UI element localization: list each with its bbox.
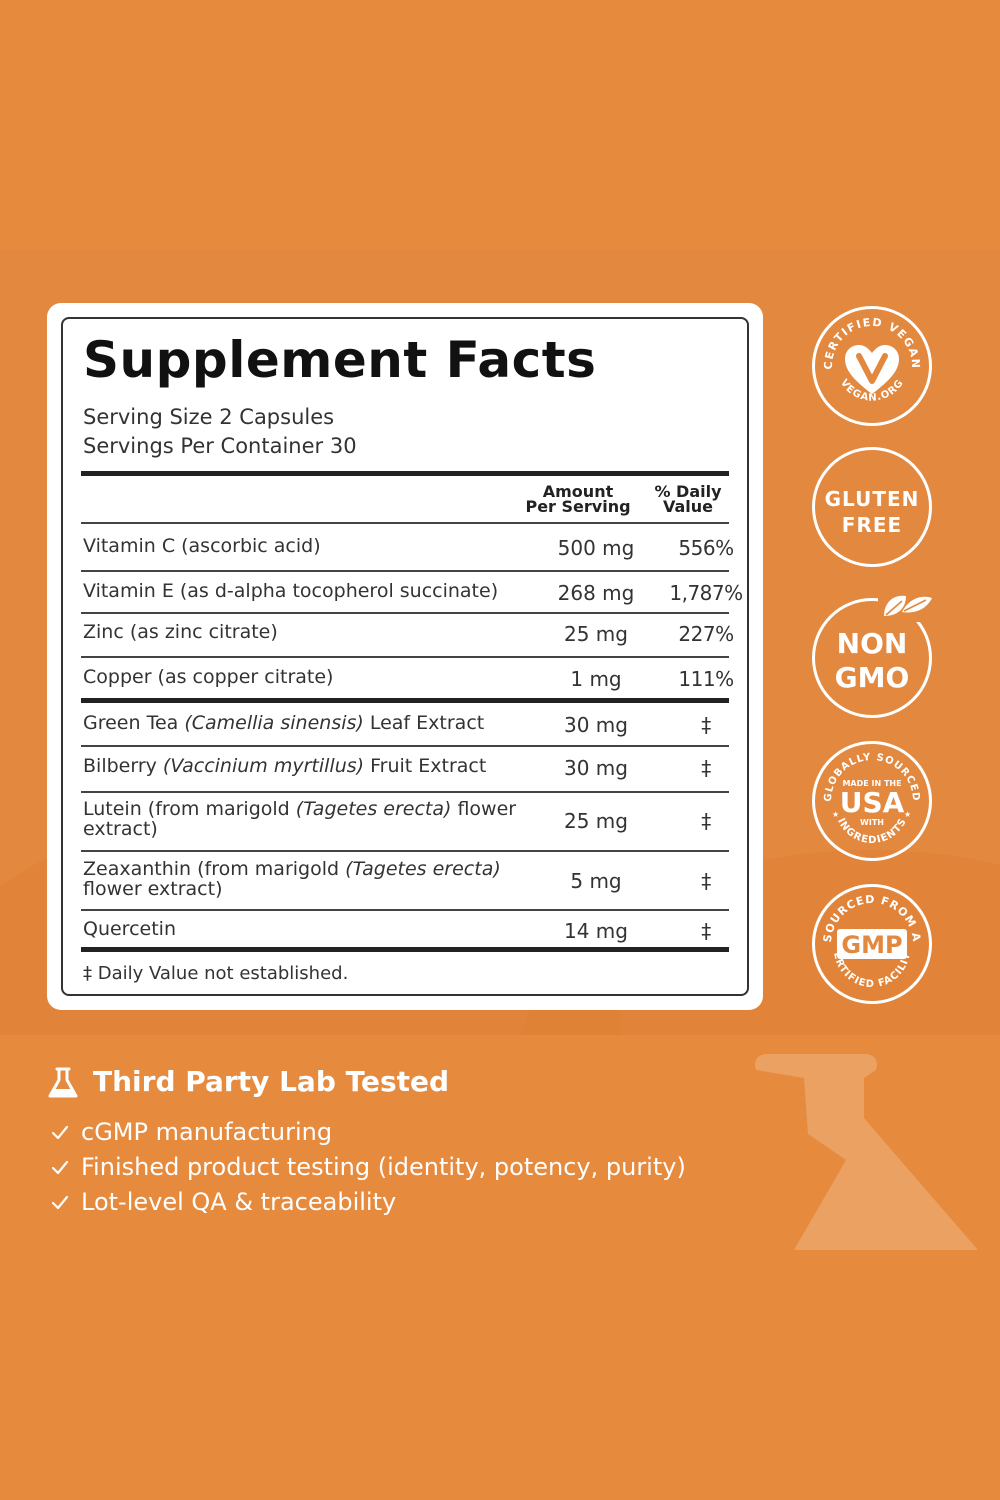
heart-v-icon xyxy=(845,345,899,394)
row-name: Vitamin C (ascorbic acid) xyxy=(83,535,321,557)
divider-thick xyxy=(81,471,729,476)
divider xyxy=(81,850,729,852)
gmp-big: GMP xyxy=(841,931,902,959)
star-icon: ★ xyxy=(832,810,839,819)
row-amount: 268 mg xyxy=(557,581,635,605)
footnote: ‡ Daily Value not established. xyxy=(83,963,349,984)
header-amount-line1: Amount xyxy=(542,482,614,501)
leaf-icon xyxy=(878,588,934,622)
gmo-line: GMO xyxy=(834,661,910,694)
row-name: Zinc (as zinc citrate) xyxy=(83,621,278,643)
row-name: Lutein (from marigold (Tagetes erecta) f… xyxy=(83,798,517,840)
non-gmo-badge: NON GMO xyxy=(812,598,932,718)
free-line: FREE xyxy=(841,513,903,537)
usa-big: USA xyxy=(840,786,905,819)
divider xyxy=(81,909,729,911)
divider-thick xyxy=(81,947,729,952)
row-dv: 111% xyxy=(678,667,734,691)
vegan-ring-svg: CERTIFIED VEGAN VEGAN.ORG xyxy=(822,316,921,404)
facts-title: Supplement Facts xyxy=(83,331,597,389)
row-amount: 5 mg xyxy=(570,869,622,893)
usa-small-top: MADE IN THE xyxy=(842,779,901,788)
row-amount: 30 mg xyxy=(564,756,628,780)
star-icon: ★ xyxy=(904,810,911,819)
check-icon xyxy=(51,1160,69,1175)
row-name: Green Tea (Camellia sinensis) Leaf Extra… xyxy=(83,712,485,734)
row-name: Quercetin xyxy=(83,918,176,940)
gmp-banner xyxy=(837,929,907,959)
row-dv: ‡ xyxy=(701,809,711,833)
divider xyxy=(81,656,729,658)
non-line: NON xyxy=(836,627,908,660)
row-amount: 1 mg xyxy=(570,667,622,691)
supplement-facts-panel: Supplement Facts Serving Size 2 Capsules… xyxy=(47,303,763,1010)
divider xyxy=(81,570,729,572)
row-amount: 30 mg xyxy=(564,713,628,737)
servings-per-container: Servings Per Container 30 xyxy=(83,434,357,458)
background-bottom xyxy=(0,1250,1000,1500)
divider xyxy=(81,612,729,614)
divider-thick xyxy=(81,698,729,703)
divider xyxy=(81,745,729,747)
gluten-line: GLUTEN xyxy=(824,487,920,511)
background-top xyxy=(0,0,1000,250)
row-amount: 14 mg xyxy=(564,919,628,943)
bullet-text: Finished product testing (identity, pote… xyxy=(81,1153,686,1181)
row-dv: 1,787% xyxy=(669,581,743,605)
lab-tested-title: Third Party Lab Tested xyxy=(93,1065,450,1098)
row-dv: ‡ xyxy=(701,919,711,943)
header-amount: Amount Per Serving xyxy=(518,482,638,516)
usa-ring-svg: GLOBALLY SOURCED INGREDIENTS MADE IN THE… xyxy=(823,752,920,846)
row-name: Bilberry (Vaccinium myrtillus) Fruit Ext… xyxy=(83,755,487,777)
header-dv-line2: Value xyxy=(662,497,714,516)
divider xyxy=(81,522,729,524)
check-icon xyxy=(51,1195,69,1210)
serving-size: Serving Size 2 Capsules xyxy=(83,405,335,429)
row-name: Copper (as copper citrate) xyxy=(83,666,334,688)
bullet-text: Lot-level QA & traceability xyxy=(81,1188,397,1216)
row-dv: ‡ xyxy=(701,713,711,737)
row-dv: 556% xyxy=(678,536,734,560)
row-dv: ‡ xyxy=(701,869,711,893)
gluten-free-badge: GLUTEN FREE xyxy=(812,447,932,567)
supplement-facts-border: Supplement Facts Serving Size 2 Capsules… xyxy=(61,317,749,996)
row-dv: ‡ xyxy=(701,756,711,780)
check-icon xyxy=(51,1125,69,1140)
row-amount: 25 mg xyxy=(564,622,628,646)
row-amount: 25 mg xyxy=(564,809,628,833)
flask-icon xyxy=(48,1067,78,1098)
flask-watermark-icon xyxy=(755,1054,978,1250)
bullet-text: cGMP manufacturing xyxy=(81,1118,333,1146)
divider xyxy=(81,791,729,793)
row-name: Vitamin E (as d-alpha tocopherol succina… xyxy=(83,580,499,602)
gmp-badge: SOURCED FROM A CERTIFIED FACILITY GMP xyxy=(812,884,932,1004)
header-amount-line2: Per Serving xyxy=(525,497,631,516)
gmp-ring-svg: SOURCED FROM A CERTIFIED FACILITY GMP xyxy=(815,887,922,990)
row-amount: 500 mg xyxy=(557,536,635,560)
header-daily-value: % Daily Value xyxy=(643,482,733,516)
row-dv: 227% xyxy=(678,622,734,646)
certified-vegan-badge: CERTIFIED VEGAN VEGAN.ORG xyxy=(812,306,932,426)
usa-small-bottom: WITH xyxy=(860,818,884,827)
row-name: Zeaxanthin (from marigold (Tagetes erect… xyxy=(83,858,501,900)
header-dv-line1: % Daily xyxy=(654,482,722,501)
made-in-usa-badge: GLOBALLY SOURCED INGREDIENTS MADE IN THE… xyxy=(812,741,932,861)
